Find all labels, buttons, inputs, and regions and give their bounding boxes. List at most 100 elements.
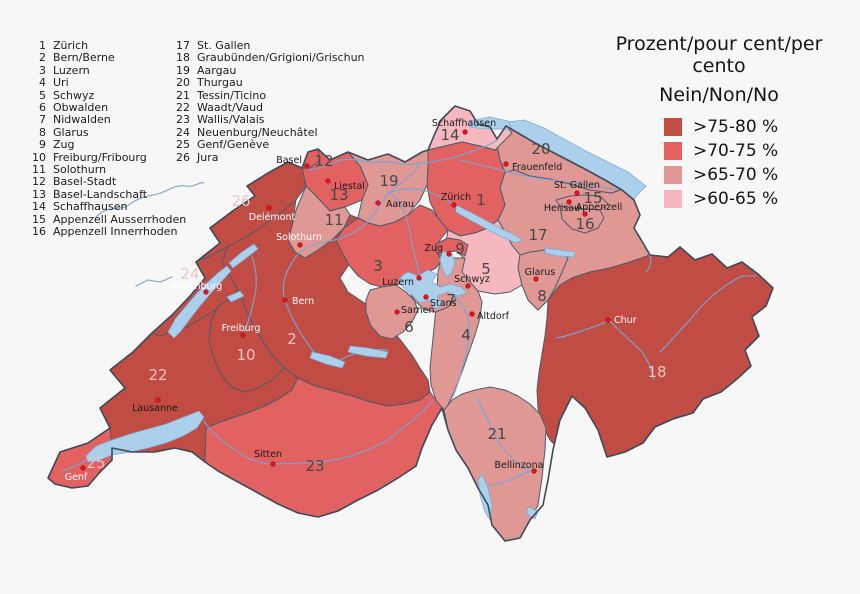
canton-list-row-17: 17 St. Gallen — [168, 39, 365, 52]
city-label-lausanne: Lausanne — [132, 403, 178, 414]
canton-list-name: Jura — [197, 150, 219, 164]
city-label-sarnen: Sarnen — [401, 305, 434, 316]
canton-list-number: 6 — [39, 101, 46, 115]
rivers — [61, 139, 757, 487]
canton-number-label-14: 14 — [440, 126, 459, 144]
legend-row-0: >75-80 % — [664, 117, 778, 137]
canton-shape-zuerich — [426, 141, 506, 237]
canton-number-label-15: 15 — [583, 189, 602, 207]
city-label-chur: Chur — [614, 315, 637, 326]
canton-list-number: 15 — [32, 212, 46, 226]
city-dot-st-gallen — [574, 190, 580, 196]
canton-number-label-21: 21 — [487, 425, 506, 443]
legend-label: >65-70 % — [693, 165, 779, 185]
city-label-frauenfeld: Frauenfeld — [512, 162, 562, 173]
city-dot-zug — [446, 251, 452, 257]
canton-list-row-13: 13 Basel-Landschaft — [24, 187, 186, 201]
canton-list-number: 25 — [176, 138, 190, 152]
canton-list-row-20: 20 Thurgau — [168, 76, 365, 89]
legend-label: >75-80 % — [693, 117, 779, 137]
canton-list-number: 12 — [32, 175, 46, 189]
city-label-glarus: Glarus — [525, 267, 556, 278]
canton-list-row-6: 6 Obwalden — [24, 101, 186, 115]
canton-list-name: Zug — [53, 138, 75, 152]
city-label-schaffhausen: Schaffhausen — [432, 118, 496, 129]
canton-list-number: 11 — [32, 163, 46, 177]
canton-list-number: 2 — [39, 51, 46, 65]
canton-number-label-16: 16 — [575, 215, 594, 233]
city-label-schwyz: Schwyz — [454, 274, 490, 285]
canton-list-name: Basel-Landschaft — [53, 187, 148, 201]
city-dot-chur — [605, 317, 611, 323]
canton-number-label-18: 18 — [647, 363, 666, 381]
lake-murten — [226, 290, 245, 303]
city-label-bellinzona: Bellinzona — [495, 460, 544, 471]
canton-list-number: 19 — [176, 63, 190, 77]
legend-swatch-icon — [664, 142, 682, 160]
canton-list-name: Appenzell Innerrhoden — [53, 225, 178, 239]
canton-list-name: Solothurn — [53, 163, 107, 177]
legend-label: >70-75 % — [693, 141, 779, 161]
legend-row-2: >65-70 % — [664, 165, 778, 185]
river-hochrhein — [307, 139, 498, 171]
city-dot-schwyz — [465, 283, 471, 289]
city-label-solothurn: Solothurn — [276, 232, 322, 243]
canton-list-row-22: 22 Waadt/Vaud — [168, 101, 365, 115]
canton-list-number: 14 — [32, 200, 46, 214]
legend: Prozent/pour cent/per cento Nein/Non/No … — [598, 33, 840, 209]
river-reuss-north — [387, 191, 421, 277]
city-dot-aarau — [375, 200, 381, 206]
canton-list-number: 26 — [176, 150, 190, 164]
river-saane — [243, 255, 257, 334]
city-label-genf: Genf — [65, 472, 88, 483]
lake-lugano — [525, 506, 539, 520]
river-ticino — [477, 397, 532, 487]
canton-list-row-24: 24 Neuenburg/Neuchâtel — [168, 125, 365, 139]
canton-number-label-17: 17 — [528, 226, 547, 244]
legend-swatch-icon — [664, 190, 682, 208]
canton-list-name: Schaffhausen — [53, 200, 128, 214]
city-label-luzern: Luzern — [382, 277, 414, 288]
canton-list-number: 16 — [32, 225, 46, 239]
canton-number-label-2: 2 — [287, 330, 297, 348]
canton-list-name: Appenzell Ausserrhoden — [53, 212, 187, 226]
canton-number-label-22: 22 — [148, 366, 167, 384]
canton-list-row-21: 21 Tessin/Ticino — [168, 89, 365, 102]
canton-number-label-5: 5 — [481, 260, 491, 278]
canton-list-number: 3 — [39, 63, 46, 77]
lake-brienz — [347, 345, 389, 359]
canton-list-column-1: 1 Zürich 2 Bern/Berne 3 Luzern 4 Uri 5 Schwyz 6 Obw… — [24, 39, 187, 239]
canton-number-label-20: 20 — [531, 140, 550, 158]
canton-list-number: 8 — [39, 125, 46, 139]
canton-shape-obwalden — [365, 284, 419, 340]
city-markers: Basel Liestal Aarau Delémont Solothurn Schaff… — [65, 118, 637, 483]
canton-list-name: Wallis/Valais — [197, 113, 265, 127]
canton-list-row-8: 8 Glarus — [24, 125, 186, 139]
canton-list-name: Basel-Stadt — [53, 175, 117, 189]
canton-list-name: Waadt/Vaud — [197, 101, 264, 115]
canton-list-number: 24 — [176, 125, 190, 139]
canton-list-number: 7 — [39, 113, 46, 127]
canton-list-row-14: 14 Schaffhausen — [24, 200, 186, 214]
city-dot-schaffhausen — [462, 129, 468, 135]
city-dot-sitten — [270, 461, 276, 467]
canton-list-row-16: 16 Appenzell Innerrhoden — [24, 225, 186, 239]
city-dot-freiburg — [240, 332, 246, 338]
city-dot-bern — [282, 297, 288, 303]
canton-list-number: 13 — [32, 187, 46, 201]
legend-title: Prozent/pour cent/per cento — [615, 33, 823, 77]
canton-list-row-11: 11 Solothurn — [24, 163, 186, 177]
city-dot-solothurn — [297, 242, 303, 248]
city-label-liestal: Liestal — [334, 181, 365, 192]
canton-list-name: Obwalden — [53, 101, 109, 115]
city-label-neuenburg: Neuenburg — [170, 281, 223, 292]
canton-number-label-6: 6 — [404, 318, 414, 336]
canton-number-label-4: 4 — [461, 326, 471, 344]
city-dot-frauenfeld — [503, 161, 509, 167]
lake-zug — [439, 250, 456, 278]
lake-biel — [228, 243, 259, 269]
city-dot-neuenburg — [203, 289, 209, 295]
river-rhone-geneva — [61, 458, 89, 472]
lake-thun — [309, 351, 346, 369]
river-doubs-west — [135, 276, 173, 287]
